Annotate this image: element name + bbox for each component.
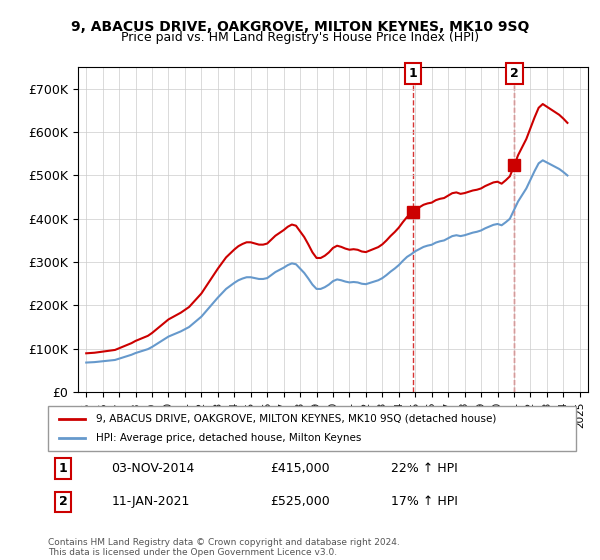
Text: 2: 2 xyxy=(59,496,67,508)
Text: 11-JAN-2021: 11-JAN-2021 xyxy=(112,496,190,508)
Text: 22% ↑ HPI: 22% ↑ HPI xyxy=(391,462,458,475)
FancyBboxPatch shape xyxy=(48,406,576,451)
Text: £525,000: £525,000 xyxy=(270,496,329,508)
Text: Price paid vs. HM Land Registry's House Price Index (HPI): Price paid vs. HM Land Registry's House … xyxy=(121,31,479,44)
Text: £415,000: £415,000 xyxy=(270,462,329,475)
Text: 17% ↑ HPI: 17% ↑ HPI xyxy=(391,496,458,508)
Text: Contains HM Land Registry data © Crown copyright and database right 2024.
This d: Contains HM Land Registry data © Crown c… xyxy=(48,538,400,557)
Text: 9, ABACUS DRIVE, OAKGROVE, MILTON KEYNES, MK10 9SQ (detached house): 9, ABACUS DRIVE, OAKGROVE, MILTON KEYNES… xyxy=(95,413,496,423)
Text: 03-NOV-2014: 03-NOV-2014 xyxy=(112,462,194,475)
Text: 1: 1 xyxy=(408,67,417,80)
Text: HPI: Average price, detached house, Milton Keynes: HPI: Average price, detached house, Milt… xyxy=(95,433,361,444)
Text: 2: 2 xyxy=(510,67,519,80)
Text: 1: 1 xyxy=(59,462,67,475)
Text: 9, ABACUS DRIVE, OAKGROVE, MILTON KEYNES, MK10 9SQ: 9, ABACUS DRIVE, OAKGROVE, MILTON KEYNES… xyxy=(71,20,529,34)
